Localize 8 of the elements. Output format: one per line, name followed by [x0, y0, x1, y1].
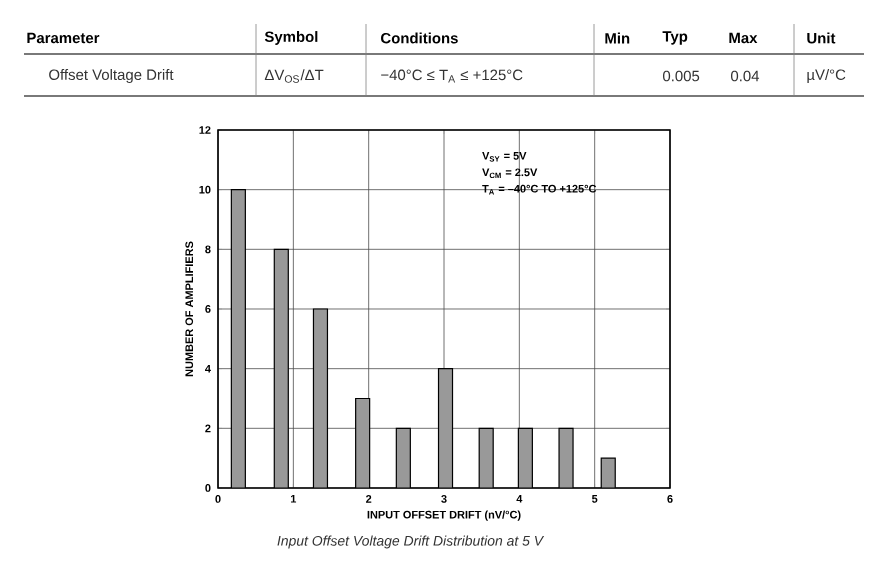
bar: [230, 189, 246, 488]
bar: [437, 368, 454, 488]
bar: [273, 248, 289, 488]
bar: [312, 308, 329, 488]
bar: [355, 397, 371, 488]
bar: [478, 427, 494, 488]
bar: [517, 427, 533, 488]
bar: [395, 427, 411, 488]
